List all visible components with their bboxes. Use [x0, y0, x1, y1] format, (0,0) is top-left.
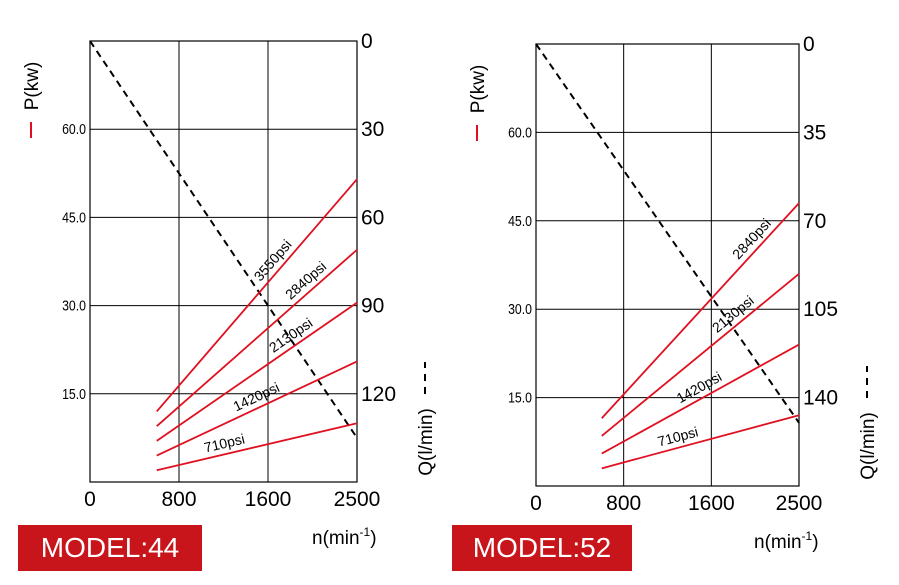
m0-x-tick-3: 2500: [334, 488, 381, 511]
m0-q-tick-3: 90: [361, 295, 384, 318]
m1-series-2130psi: [601, 273, 800, 437]
m0-flow-line: [89, 40, 358, 439]
m1-q-tick-3: 105: [803, 298, 838, 321]
m1-p-tick-2: 45.0: [508, 213, 532, 229]
model-badge-44: MODEL:44: [18, 525, 202, 571]
m1-x-tick-1: 800: [606, 492, 641, 515]
m1-x-tick-3: 2500: [776, 492, 823, 515]
m0-q-tick-4: 120: [361, 383, 396, 406]
m0-series-label-710psi: 710psi: [202, 431, 246, 456]
m0-q-tick-0: 0: [361, 30, 373, 53]
m1-q-tick-0: 0: [803, 33, 815, 56]
m1-plot-frame: [535, 43, 800, 487]
m1-p-axis-title: P(kw): [468, 65, 489, 114]
m0-series-3550psi: [156, 178, 358, 413]
m1-x-tick-0: 0: [530, 492, 542, 515]
m0-p-axis-title: P(kw): [22, 62, 43, 111]
m0-p-tick-0: 15.0: [62, 386, 86, 402]
m1-series-label-710psi: 710psi: [656, 423, 700, 449]
m0-series-2840psi: [156, 249, 358, 427]
m0-p-tick-3: 60.0: [62, 121, 86, 137]
m0-series-2130psi: [156, 301, 358, 442]
m0-series-1420psi: [156, 360, 358, 457]
m1-p-tick-0: 15.0: [508, 389, 532, 405]
m1-q-tick-2: 70: [803, 210, 826, 233]
m0-p-tick-1: 30.0: [62, 297, 86, 313]
m0-series-710psi: [156, 422, 358, 472]
m1-q-axis-title: Q(l/min): [858, 412, 879, 480]
m0-q-tick-1: 30: [361, 118, 384, 141]
m1-flow-line: [535, 43, 800, 424]
m0-x-axis-title: n(min-1): [312, 525, 377, 549]
m1-x-tick-2: 1600: [688, 492, 735, 515]
m1-series-2840psi: [601, 202, 800, 419]
m1-series-1420psi: [601, 343, 800, 455]
m1-p-tick-1: 30.0: [508, 301, 532, 317]
m0-x-tick-0: 0: [84, 488, 96, 511]
m0-p-tick-2: 45.0: [62, 209, 86, 225]
m0-x-tick-1: 800: [161, 488, 196, 511]
m1-q-tick-1: 35: [803, 121, 826, 144]
m1-q-tick-4: 140: [803, 387, 838, 410]
m0-q-tick-2: 60: [361, 206, 384, 229]
m1-p-tick-3: 60.0: [508, 124, 532, 140]
m0-plot-frame: [89, 40, 358, 483]
m0-q-axis-title: Q(l/min): [416, 408, 437, 476]
m1-x-axis-title: n(min-1): [754, 529, 819, 553]
m0-x-tick-2: 1600: [245, 488, 292, 511]
model-badge-52: MODEL:52: [452, 525, 632, 571]
m1-series-710psi: [601, 414, 800, 470]
